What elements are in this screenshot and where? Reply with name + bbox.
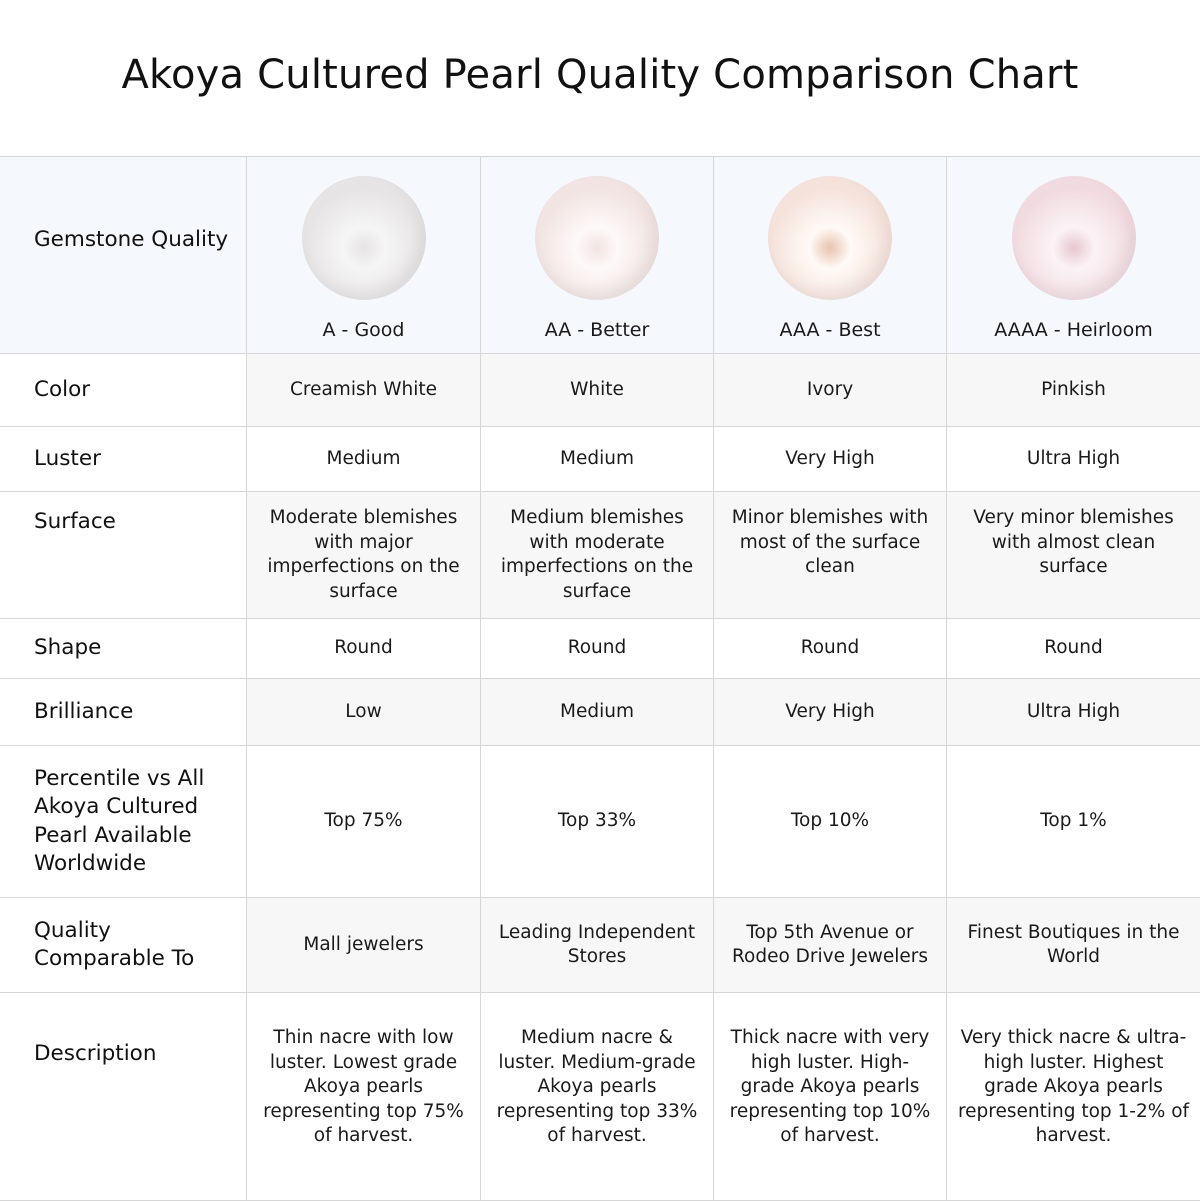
table-cell: Ultra High [947, 427, 1200, 492]
table-cell: Leading Independent Stores [481, 898, 714, 993]
grade-label: A - Good [322, 319, 405, 341]
table-cell: Medium blemishes with moderate imperfect… [481, 492, 714, 619]
row-label: Shape [0, 619, 247, 679]
table-cell: Medium [481, 679, 714, 746]
grade-header-cell: AAA - Best [714, 157, 947, 354]
table-cell: Very minor blemishes with almost clean s… [947, 492, 1200, 619]
pearl-image [1011, 176, 1136, 300]
table-cell: Very High [714, 679, 947, 746]
grade-header-cell: AA - Better [481, 157, 714, 354]
row-label: Quality Comparable To [0, 898, 247, 993]
table-cell: Thin nacre with low luster. Lowest grade… [247, 993, 481, 1201]
table-cell: Low [247, 679, 481, 746]
pearl-image [301, 176, 426, 300]
table-cell: Creamish White [247, 354, 481, 427]
row-label: Percentile vs All Akoya Cultured Pearl A… [0, 746, 247, 898]
grade-header-cell: AAAA - Heirloom [947, 157, 1200, 354]
table-cell: Top 5th Avenue or Rodeo Drive Jewelers [714, 898, 947, 993]
table-cell: Top 33% [481, 746, 714, 898]
table-cell: Minor blemishes with most of the surface… [714, 492, 947, 619]
comparison-table: Gemstone Quality A - Good AA - Better AAA -… [0, 156, 1200, 1201]
grade-label: AAA - Best [779, 319, 881, 341]
table-cell: Medium [247, 427, 481, 492]
table-cell: White [481, 354, 714, 427]
table-cell: Top 1% [947, 746, 1200, 898]
row-label: Description [0, 993, 247, 1201]
table-cell: Round [947, 619, 1200, 679]
row-label: Luster [0, 427, 247, 492]
row-label: Surface [0, 492, 247, 619]
grade-label: AAAA - Heirloom [994, 319, 1153, 341]
row-label: Brilliance [0, 679, 247, 746]
page-title: Akoya Cultured Pearl Quality Comparison … [121, 52, 1079, 98]
table-cell: Pinkish [947, 354, 1200, 427]
table-cell: Very High [714, 427, 947, 492]
pearl-image [768, 176, 892, 300]
table-cell: Round [247, 619, 481, 679]
grade-header-cell: A - Good [247, 157, 481, 354]
table-cell: Moderate blemishes with major imperfecti… [247, 492, 481, 619]
table-cell: Ultra High [947, 679, 1200, 746]
pearl-image [535, 176, 659, 300]
grade-label: AA - Better [544, 319, 650, 341]
table-cell: Finest Boutiques in the World [947, 898, 1200, 993]
header-label: Gemstone Quality [0, 157, 247, 354]
table-cell: Medium nacre & luster. Medium-grade Akoy… [481, 993, 714, 1201]
table-cell: Medium [481, 427, 714, 492]
row-label: Color [0, 354, 247, 427]
table-cell: Top 75% [247, 746, 481, 898]
table-cell: Very thick nacre & ultra-high luster. Hi… [947, 993, 1200, 1201]
table-cell: Round [481, 619, 714, 679]
table-cell: Top 10% [714, 746, 947, 898]
table-cell: Round [714, 619, 947, 679]
table-cell: Thick nacre with very high luster. High-… [714, 993, 947, 1201]
table-cell: Mall jewelers [247, 898, 481, 993]
table-cell: Ivory [714, 354, 947, 427]
